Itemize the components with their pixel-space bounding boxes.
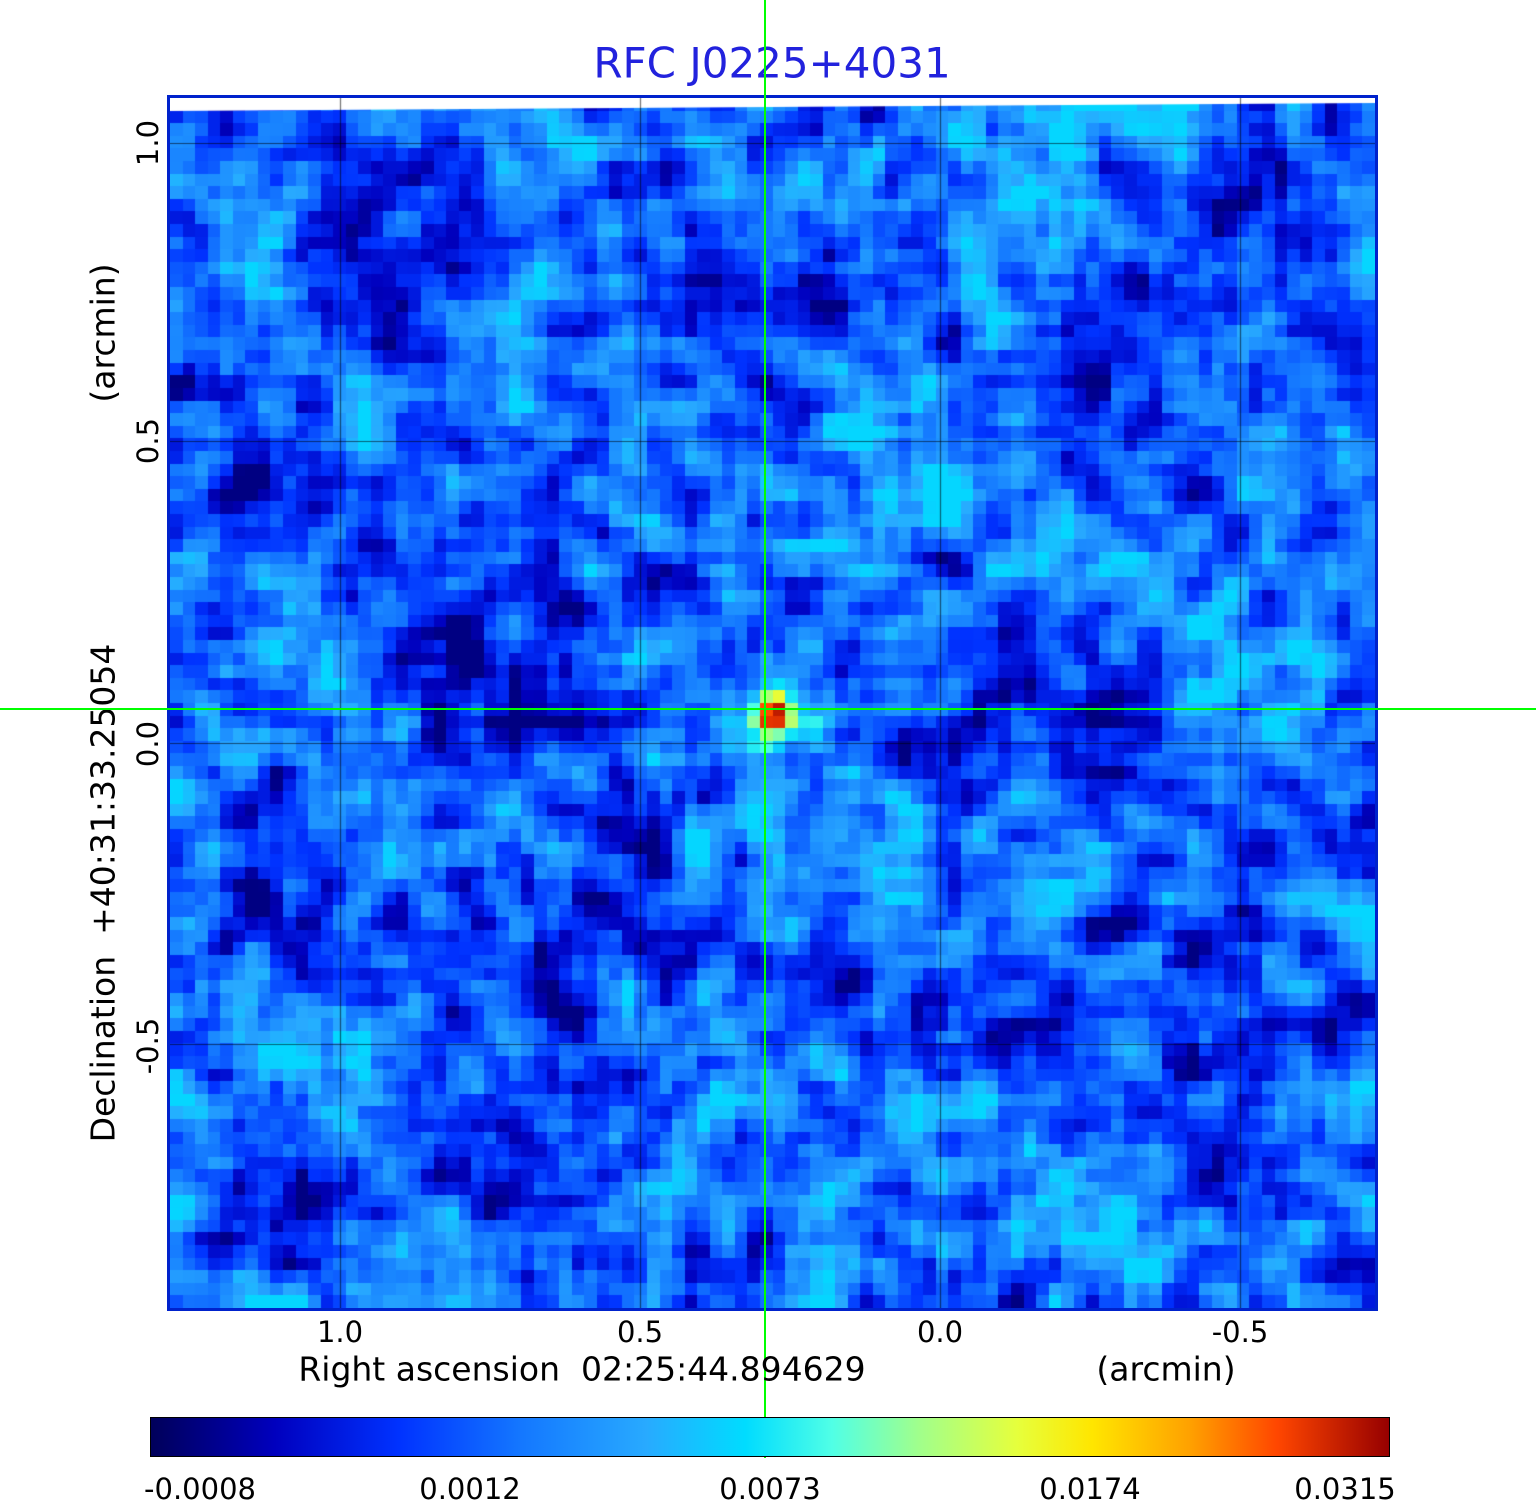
x-axis-unit-label: (arcmin) (1096, 1349, 1236, 1389)
x-axis-label: Right ascension 02:25:44.894629 (298, 1349, 866, 1389)
y-tick-label: 0.0 (131, 720, 165, 768)
colorbar (150, 1417, 1390, 1457)
colorbar-tick-label: 0.0315 (1294, 1472, 1396, 1506)
x-tick-label: 0.5 (616, 1315, 664, 1349)
colorbar-tick-label: 0.0073 (719, 1472, 821, 1506)
x-tick-label: 0.0 (916, 1315, 964, 1349)
colorbar-tick-label: 0.0012 (419, 1472, 521, 1506)
colorbar-tick-label: 0.0174 (1039, 1472, 1141, 1506)
y-axis-label: Declination +40:31:33.25054 (83, 643, 123, 1143)
figure-title: RFC J0225+4031 (593, 38, 951, 88)
y-tick-label: -0.5 (131, 1017, 165, 1075)
sky-image-frame (167, 95, 1378, 1311)
y-tick-label: 1.0 (131, 119, 165, 167)
y-axis-unit-label: (arcmin) (83, 263, 123, 403)
heatmap-canvas (170, 98, 1375, 1308)
colorbar-tick-label: -0.0008 (144, 1472, 256, 1506)
y-tick-label: 0.5 (131, 417, 165, 465)
x-tick-label: 1.0 (316, 1315, 364, 1349)
x-tick-label: -0.5 (1211, 1315, 1269, 1349)
